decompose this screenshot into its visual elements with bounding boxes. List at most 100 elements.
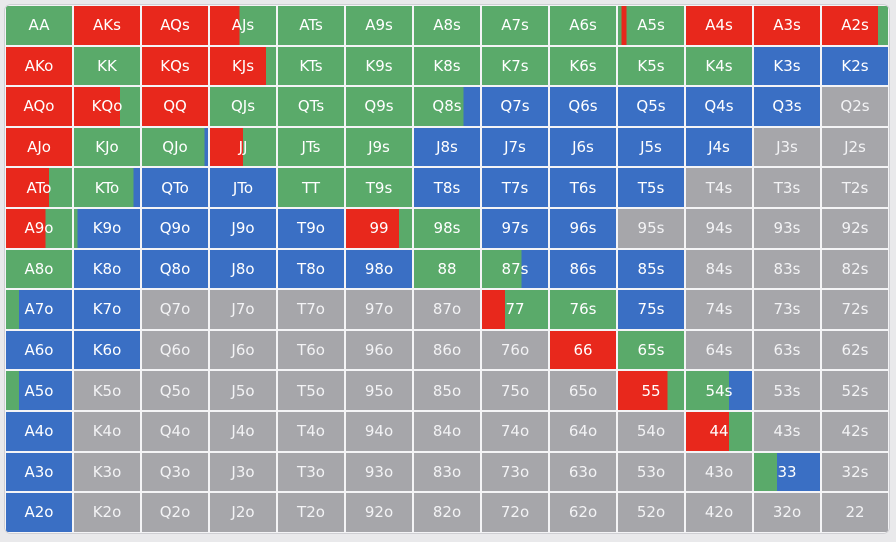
hand-cell-a8s[interactable]: A8s — [413, 5, 481, 46]
hand-cell-65s[interactable]: 65s — [617, 329, 685, 371]
hand-cell-k2s[interactable]: K2s — [821, 45, 889, 87]
hand-cell-k2o[interactable]: K2o — [73, 492, 141, 533]
hand-cell-63s[interactable]: 63s — [753, 329, 821, 371]
hand-cell-kk[interactable]: KK — [73, 45, 141, 87]
hand-cell-94s[interactable]: 94s — [685, 207, 753, 249]
hand-cell-k3o[interactable]: K3o — [73, 451, 141, 493]
hand-cell-ato[interactable]: ATo — [5, 167, 73, 208]
hand-cell-96o[interactable]: 96o — [345, 329, 413, 371]
hand-cell-a5s[interactable]: A5s — [617, 5, 685, 46]
hand-cell-qq[interactable]: QQ — [141, 86, 209, 127]
hand-cell-q2s[interactable]: Q2s — [821, 86, 889, 127]
hand-cell-k8o[interactable]: K8o — [73, 248, 141, 290]
hand-cell-95o[interactable]: 95o — [345, 370, 413, 411]
hand-cell-75s[interactable]: 75s — [617, 289, 685, 330]
hand-cell-q2o[interactable]: Q2o — [141, 492, 209, 533]
hand-cell-87o[interactable]: 87o — [413, 289, 481, 330]
hand-cell-95s[interactable]: 95s — [617, 207, 685, 249]
hand-cell-q9o[interactable]: Q9o — [141, 207, 209, 249]
hand-cell-55[interactable]: 55 — [617, 370, 685, 411]
hand-cell-ats[interactable]: ATs — [277, 5, 345, 46]
hand-cell-t4o[interactable]: T4o — [277, 410, 345, 452]
hand-cell-84s[interactable]: 84s — [685, 248, 753, 290]
hand-cell-88[interactable]: 88 — [413, 248, 481, 290]
hand-cell-83s[interactable]: 83s — [753, 248, 821, 290]
hand-cell-qjo[interactable]: QJo — [141, 126, 209, 168]
hand-cell-42s[interactable]: 42s — [821, 410, 889, 452]
hand-cell-j6s[interactable]: J6s — [549, 126, 617, 168]
hand-cell-t8o[interactable]: T8o — [277, 248, 345, 290]
hand-cell-74s[interactable]: 74s — [685, 289, 753, 330]
hand-cell-q7s[interactable]: Q7s — [481, 86, 549, 127]
hand-cell-a2o[interactable]: A2o — [5, 492, 73, 533]
hand-cell-a7o[interactable]: A7o — [5, 289, 73, 330]
hand-cell-j8o[interactable]: J8o — [209, 248, 277, 290]
hand-cell-j8s[interactable]: J8s — [413, 126, 481, 168]
hand-cell-k9o[interactable]: K9o — [73, 207, 141, 249]
hand-cell-86o[interactable]: 86o — [413, 329, 481, 371]
hand-cell-kjo[interactable]: KJo — [73, 126, 141, 168]
hand-cell-87s[interactable]: 87s — [481, 248, 549, 290]
hand-cell-q5o[interactable]: Q5o — [141, 370, 209, 411]
hand-cell-97s[interactable]: 97s — [481, 207, 549, 249]
hand-cell-j9s[interactable]: J9s — [345, 126, 413, 168]
hand-cell-j2s[interactable]: J2s — [821, 126, 889, 168]
hand-cell-q3s[interactable]: Q3s — [753, 86, 821, 127]
hand-cell-98o[interactable]: 98o — [345, 248, 413, 290]
hand-cell-72s[interactable]: 72s — [821, 289, 889, 330]
hand-cell-93s[interactable]: 93s — [753, 207, 821, 249]
hand-cell-65o[interactable]: 65o — [549, 370, 617, 411]
hand-cell-a3o[interactable]: A3o — [5, 451, 73, 493]
hand-cell-kto[interactable]: KTo — [73, 167, 141, 208]
hand-cell-qto[interactable]: QTo — [141, 167, 209, 208]
hand-cell-q9s[interactable]: Q9s — [345, 86, 413, 127]
hand-cell-83o[interactable]: 83o — [413, 451, 481, 493]
hand-cell-k4s[interactable]: K4s — [685, 45, 753, 87]
hand-cell-43o[interactable]: 43o — [685, 451, 753, 493]
hand-cell-t3s[interactable]: T3s — [753, 167, 821, 208]
hand-cell-84o[interactable]: 84o — [413, 410, 481, 452]
hand-cell-t6s[interactable]: T6s — [549, 167, 617, 208]
hand-cell-74o[interactable]: 74o — [481, 410, 549, 452]
hand-cell-92s[interactable]: 92s — [821, 207, 889, 249]
hand-cell-kts[interactable]: KTs — [277, 45, 345, 87]
hand-cell-j7s[interactable]: J7s — [481, 126, 549, 168]
hand-cell-98s[interactable]: 98s — [413, 207, 481, 249]
hand-cell-t9o[interactable]: T9o — [277, 207, 345, 249]
hand-cell-tt[interactable]: TT — [277, 167, 345, 208]
hand-cell-32o[interactable]: 32o — [753, 492, 821, 533]
hand-cell-a9s[interactable]: A9s — [345, 5, 413, 46]
hand-cell-72o[interactable]: 72o — [481, 492, 549, 533]
hand-cell-76o[interactable]: 76o — [481, 329, 549, 371]
hand-cell-q8s[interactable]: Q8s — [413, 86, 481, 127]
hand-cell-86s[interactable]: 86s — [549, 248, 617, 290]
hand-cell-a8o[interactable]: A8o — [5, 248, 73, 290]
hand-cell-a7s[interactable]: A7s — [481, 5, 549, 46]
hand-cell-t2o[interactable]: T2o — [277, 492, 345, 533]
hand-cell-aqo[interactable]: AQo — [5, 86, 73, 127]
hand-cell-54o[interactable]: 54o — [617, 410, 685, 452]
hand-cell-93o[interactable]: 93o — [345, 451, 413, 493]
hand-cell-a9o[interactable]: A9o — [5, 207, 73, 249]
hand-cell-44[interactable]: 44 — [685, 410, 753, 452]
hand-cell-j7o[interactable]: J7o — [209, 289, 277, 330]
hand-cell-k5s[interactable]: K5s — [617, 45, 685, 87]
hand-cell-k9s[interactable]: K9s — [345, 45, 413, 87]
hand-cell-j4s[interactable]: J4s — [685, 126, 753, 168]
hand-cell-22[interactable]: 22 — [821, 492, 889, 533]
hand-cell-k3s[interactable]: K3s — [753, 45, 821, 87]
hand-cell-jto[interactable]: JTo — [209, 167, 277, 208]
hand-cell-ajo[interactable]: AJo — [5, 126, 73, 168]
hand-cell-aa[interactable]: AA — [5, 5, 73, 46]
hand-cell-jj[interactable]: JJ — [209, 126, 277, 168]
hand-cell-q3o[interactable]: Q3o — [141, 451, 209, 493]
hand-cell-42o[interactable]: 42o — [685, 492, 753, 533]
hand-cell-kqo[interactable]: KQo — [73, 86, 141, 127]
hand-cell-77[interactable]: 77 — [481, 289, 549, 330]
hand-cell-aks[interactable]: AKs — [73, 5, 141, 46]
hand-cell-t6o[interactable]: T6o — [277, 329, 345, 371]
hand-cell-a6s[interactable]: A6s — [549, 5, 617, 46]
hand-cell-73o[interactable]: 73o — [481, 451, 549, 493]
hand-cell-a2s[interactable]: A2s — [821, 5, 889, 46]
hand-cell-33[interactable]: 33 — [753, 451, 821, 493]
